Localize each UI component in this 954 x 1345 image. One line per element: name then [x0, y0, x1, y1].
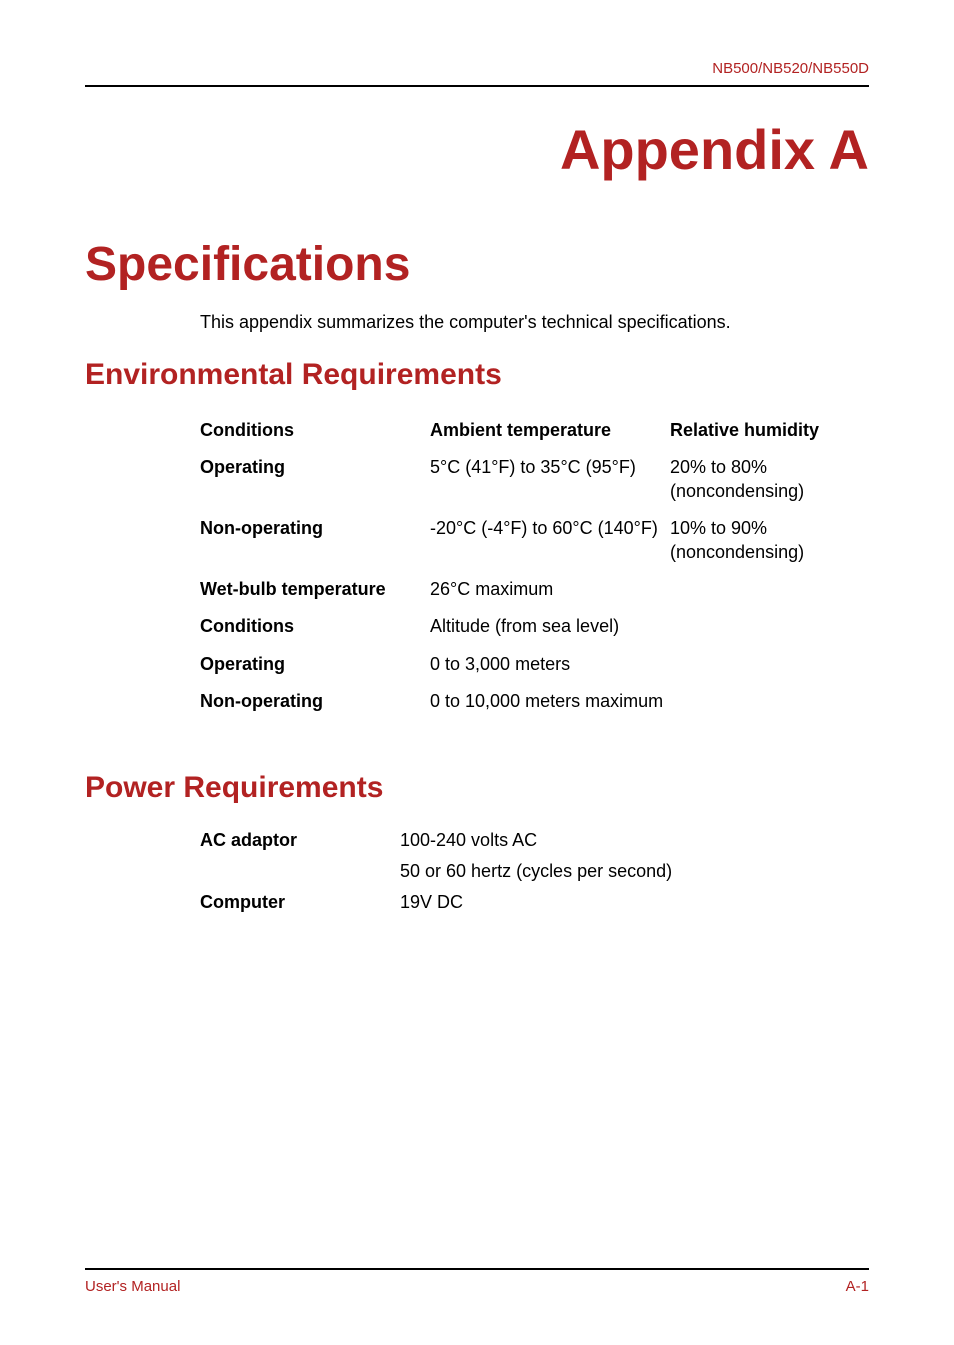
power-ac-value1: 100-240 volts AC — [400, 825, 800, 856]
appendix-label: Appendix A — [85, 117, 869, 182]
table-row: Conditions Ambient temperature Relative … — [200, 412, 870, 449]
power-requirements-table: AC adaptor 100-240 volts AC 50 or 60 her… — [200, 825, 800, 919]
env-operating2-empty — [670, 646, 870, 683]
env-requirements-table: Conditions Ambient temperature Relative … — [200, 412, 870, 721]
env-header-humidity: Relative humidity — [670, 412, 870, 449]
footer-page-number: A-1 — [846, 1278, 869, 1295]
power-ac-label-empty — [200, 856, 400, 887]
table-row: Operating 0 to 3,000 meters — [200, 646, 870, 683]
env-nonoperating2-empty — [670, 683, 870, 720]
intro-paragraph: This appendix summarizes the computer's … — [200, 312, 869, 333]
env-operating2-label: Operating — [200, 646, 430, 683]
env-operating2-value: 0 to 3,000 meters — [430, 646, 670, 683]
env-header-conditions: Conditions — [200, 412, 430, 449]
env-wetbulb-value: 26°C maximum — [430, 571, 670, 608]
section-power-title: Power Requirements — [85, 771, 869, 805]
section-env-title: Environmental Requirements — [85, 358, 869, 392]
footer-divider — [85, 1268, 869, 1270]
table-row: Non-operating 0 to 10,000 meters maximum — [200, 683, 870, 720]
env-operating-label: Operating — [200, 449, 430, 510]
page-footer: User's Manual A-1 — [85, 1268, 869, 1295]
env-conditions2-value: Altitude (from sea level) — [430, 608, 670, 645]
table-row: Operating 5°C (41°F) to 35°C (95°F) 20% … — [200, 449, 870, 510]
env-nonoperating-humidity: 10% to 90% (noncondensing) — [670, 510, 870, 571]
table-row: Wet-bulb temperature 26°C maximum — [200, 571, 870, 608]
header-divider — [85, 85, 869, 87]
table-row: Conditions Altitude (from sea level) — [200, 608, 870, 645]
power-ac-label: AC adaptor — [200, 825, 400, 856]
power-ac-value2: 50 or 60 hertz (cycles per second) — [400, 856, 800, 887]
env-nonoperating2-value: 0 to 10,000 meters maximum — [430, 683, 670, 720]
env-conditions2-label: Conditions — [200, 608, 430, 645]
env-conditions2-empty — [670, 608, 870, 645]
env-nonoperating-label: Non-operating — [200, 510, 430, 571]
env-operating-temp: 5°C (41°F) to 35°C (95°F) — [430, 449, 670, 510]
power-computer-label: Computer — [200, 887, 400, 918]
power-computer-value: 19V DC — [400, 887, 800, 918]
page-title: Specifications — [85, 237, 869, 292]
env-nonoperating2-label: Non-operating — [200, 683, 430, 720]
env-header-ambient: Ambient temperature — [430, 412, 670, 449]
env-wetbulb-label: Wet-bulb temperature — [200, 571, 430, 608]
env-nonoperating-temp: -20°C (-4°F) to 60°C (140°F) — [430, 510, 670, 571]
table-row: 50 or 60 hertz (cycles per second) — [200, 856, 800, 887]
table-row: Computer 19V DC — [200, 887, 800, 918]
table-row: AC adaptor 100-240 volts AC — [200, 825, 800, 856]
header-model-text: NB500/NB520/NB550D — [85, 60, 869, 85]
env-operating-humidity: 20% to 80% (noncondensing) — [670, 449, 870, 510]
footer-left-text: User's Manual — [85, 1278, 180, 1295]
env-wetbulb-empty — [670, 571, 870, 608]
table-row: Non-operating -20°C (-4°F) to 60°C (140°… — [200, 510, 870, 571]
